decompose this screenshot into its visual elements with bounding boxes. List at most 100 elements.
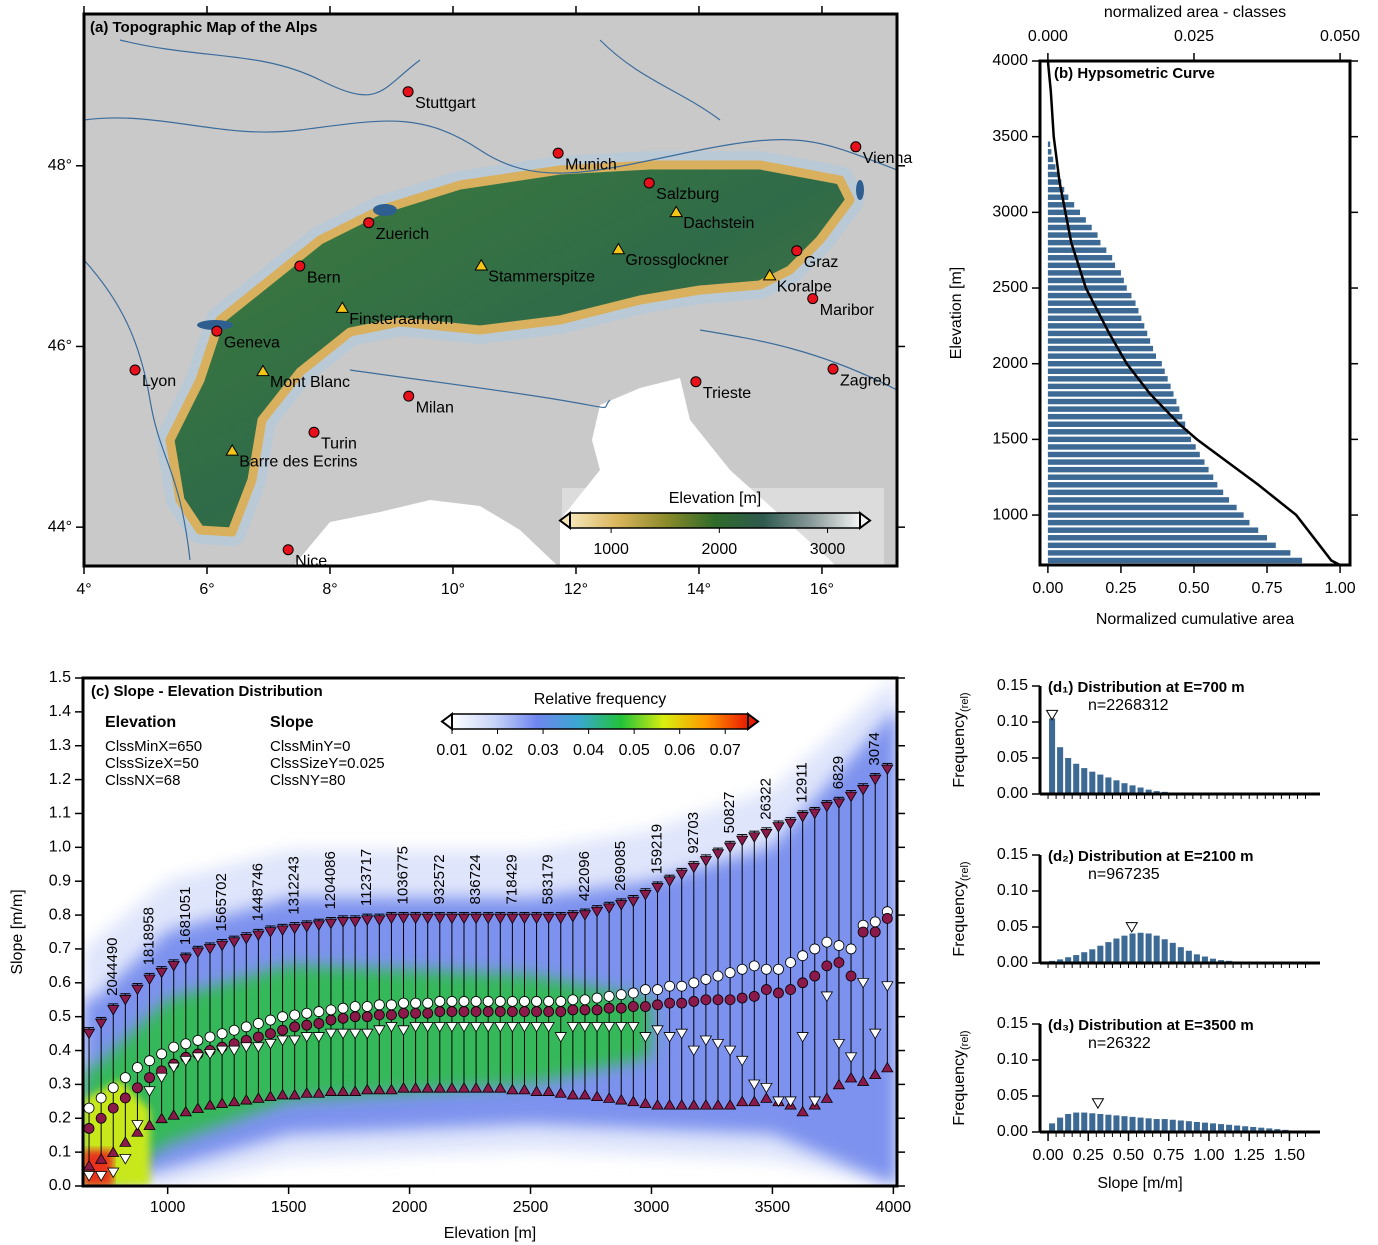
city-label: Zagreb	[840, 372, 891, 389]
stat-circle	[797, 977, 809, 989]
stat-triangle-down	[143, 974, 156, 986]
stat-triangle-down	[699, 1035, 713, 1047]
colorbar-tick-label: 3000	[810, 541, 846, 558]
stat-triangle-down	[687, 862, 701, 874]
stat-triangle-down	[735, 1055, 749, 1067]
stat-circle	[833, 940, 845, 951]
stat-circle	[652, 984, 663, 995]
hist-bar	[1209, 1123, 1217, 1132]
city-label: Graz	[804, 254, 839, 271]
stat-triangle-down	[711, 849, 725, 860]
stat-triangle-down	[808, 1096, 821, 1108]
mode-marker	[1091, 1098, 1105, 1110]
hist-bar	[1153, 1119, 1160, 1132]
area-bar	[1047, 270, 1121, 276]
lake	[373, 204, 397, 216]
area-bar	[1047, 421, 1186, 427]
stat-triangle-down	[397, 913, 410, 925]
y-tick-label: 0.2	[49, 1109, 71, 1126]
stat-circle	[567, 994, 579, 1006]
y-tick-label: 1.3	[49, 737, 71, 754]
stat-circle	[688, 977, 700, 989]
stat-triangle-up	[639, 1097, 652, 1108]
map-background	[84, 14, 897, 566]
stat-triangle-down	[82, 1028, 96, 1040]
count-label: 50827	[721, 792, 738, 834]
hist-bar	[1089, 1113, 1096, 1132]
hist-bar	[1242, 1126, 1249, 1132]
hist-bar	[1073, 1112, 1080, 1132]
stat-triangle-down	[627, 1022, 640, 1033]
x-tick-label: 8°	[322, 581, 337, 598]
stat-triangle-down	[215, 1045, 229, 1057]
y-axis-label-main: Frequency	[951, 1050, 968, 1126]
stat-triangle-up	[288, 1088, 301, 1100]
hist-bar	[1097, 945, 1104, 963]
area-bar	[1047, 255, 1113, 261]
stat-circle	[676, 997, 688, 1009]
area-bar	[1047, 209, 1081, 216]
y-tick-label: 0.6	[49, 974, 71, 991]
hist-bar	[1113, 1115, 1120, 1132]
stat-circle	[845, 943, 857, 955]
hist-bar	[1065, 957, 1072, 963]
stat-triangle-down	[518, 1022, 531, 1033]
stat-circle	[809, 970, 821, 982]
stat-triangle-down	[542, 1022, 555, 1033]
count-label: 2044490	[104, 937, 121, 995]
stat-circle	[313, 1018, 325, 1029]
stat-triangle-down	[433, 1022, 447, 1033]
stat-triangle-down	[264, 1038, 277, 1050]
stat-triangle-down	[675, 1028, 688, 1040]
info-heading: Elevation	[105, 714, 176, 731]
area-bar	[1047, 323, 1145, 329]
y-tick-label: 2000	[992, 355, 1028, 372]
stat-circle	[168, 1041, 180, 1053]
area-bar	[1047, 376, 1168, 382]
stat-triangle-up	[699, 1098, 713, 1110]
stat-circle	[531, 996, 542, 1007]
info-line: ClssSizeY=0.025	[270, 755, 385, 772]
rivers	[84, 39, 897, 561]
stat-circle	[180, 1038, 192, 1050]
colorbar-tick-label: 0.01	[436, 742, 467, 759]
stat-circle	[240, 1021, 252, 1033]
area-bar	[1047, 285, 1127, 291]
y-axis-label-sub: (rel)	[959, 692, 971, 712]
stat-circle	[144, 1072, 155, 1084]
hist-bar	[1121, 783, 1128, 794]
stat-triangle-up	[94, 1153, 108, 1164]
hist-bar	[1081, 952, 1088, 963]
peak-label: Koralpe	[777, 278, 832, 295]
stat-circle	[398, 1007, 409, 1019]
stat-circle	[119, 1072, 131, 1084]
y-tick-label: 0.15	[997, 846, 1028, 863]
city-marker	[690, 376, 702, 388]
stat-triangle-down	[94, 1018, 108, 1030]
stat-triangle-down	[699, 856, 713, 867]
stat-triangle-down	[191, 947, 205, 959]
stat-triangle-down	[385, 1022, 398, 1033]
peak-marker	[669, 205, 684, 218]
sample-size: n=26322	[1088, 1035, 1151, 1052]
stat-triangle-up	[856, 1075, 870, 1086]
x-tick-label: 0.00	[1032, 1147, 1063, 1164]
hist-bar	[1081, 1112, 1088, 1132]
stat-triangle-up	[276, 1088, 289, 1100]
x-tick-label: 14°	[687, 581, 711, 598]
stat-triangle-up	[191, 1102, 205, 1113]
panel-title: (b) Hypsometric Curve	[1054, 65, 1215, 82]
stat-triangle-down	[772, 822, 785, 833]
count-label: 26322	[757, 778, 774, 820]
stat-triangle-up	[590, 1090, 604, 1102]
stat-triangle-down	[869, 1028, 882, 1040]
river	[84, 117, 897, 174]
peak-label: Barre des Ecrins	[239, 454, 357, 471]
stat-circle	[422, 997, 434, 1009]
stat-triangle-down	[651, 883, 664, 894]
stat-triangle-down	[735, 835, 749, 847]
stat-circle	[277, 1024, 288, 1036]
count-label: 1681051	[177, 887, 194, 945]
stat-triangle-down	[578, 910, 592, 921]
